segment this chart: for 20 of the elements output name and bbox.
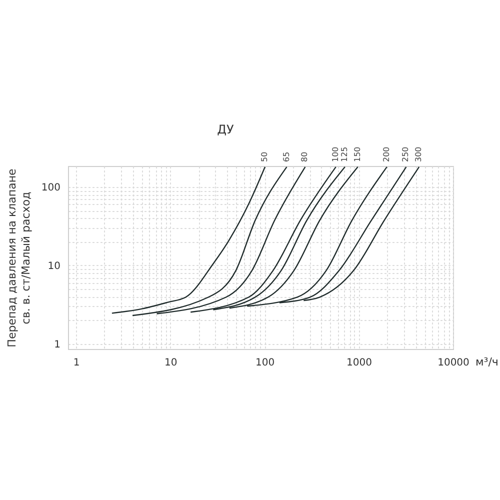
text: 125	[340, 146, 349, 162]
text: 300	[414, 146, 424, 162]
text: 200	[382, 146, 391, 162]
x-tick-label: 1	[73, 358, 80, 368]
y-axis-title: Перепад давления на клапане св. в. ст/Малый расход	[5, 168, 32, 348]
text: 250	[401, 146, 410, 162]
legend-title: ДУ	[217, 122, 235, 137]
text: 150	[352, 146, 362, 162]
x-tick-label: 1000	[346, 358, 372, 368]
y-tick-label: 1	[54, 339, 60, 350]
y-tick-label: 100	[41, 182, 60, 194]
x-tick-label: 10	[164, 358, 178, 368]
x-tick-label: 10000	[438, 358, 470, 368]
text: 80	[300, 152, 310, 162]
y-tick-label: 10	[48, 260, 60, 272]
x-axis-title: м³/ч	[476, 356, 498, 368]
text: 50	[260, 152, 269, 162]
text: 65	[282, 152, 291, 162]
x-tick-label: 100	[256, 358, 275, 368]
text: 100	[330, 146, 340, 162]
